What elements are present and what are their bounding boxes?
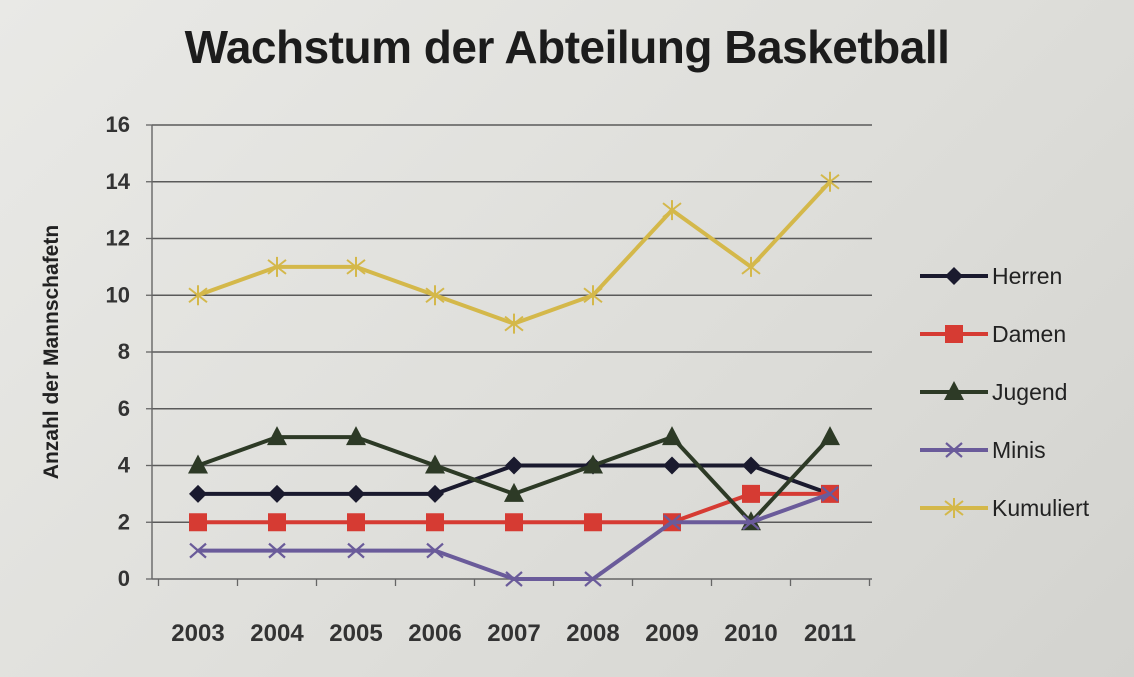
data-point bbox=[742, 514, 760, 531]
data-point bbox=[820, 426, 840, 446]
data-point-stroke bbox=[505, 571, 523, 587]
data-point bbox=[662, 426, 682, 446]
data-point bbox=[663, 514, 681, 531]
data-point bbox=[820, 171, 840, 192]
y-tick-label: 10 bbox=[106, 282, 130, 307]
data-point bbox=[742, 456, 760, 475]
data-point-stroke bbox=[584, 571, 602, 587]
x-tick-label: 2006 bbox=[408, 620, 461, 647]
legend-label: Jugend bbox=[992, 379, 1067, 405]
data-point bbox=[663, 456, 681, 475]
data-point bbox=[425, 454, 445, 474]
data-point bbox=[268, 484, 286, 503]
data-point-stroke bbox=[821, 486, 839, 502]
data-point bbox=[188, 285, 208, 306]
data-point bbox=[583, 285, 603, 306]
data-point-stroke bbox=[268, 542, 286, 559]
legend-item-kumuliert: Kumuliert bbox=[920, 495, 1090, 521]
data-point bbox=[945, 325, 963, 343]
data-point bbox=[347, 542, 365, 559]
data-point bbox=[583, 454, 603, 474]
data-point-stroke bbox=[426, 542, 444, 559]
x-tick-label: 2010 bbox=[724, 620, 777, 647]
data-point bbox=[426, 484, 444, 503]
chart-title: Wachstum der Abteilung Basketball bbox=[184, 21, 950, 73]
data-point-stroke bbox=[189, 542, 207, 559]
data-point bbox=[742, 484, 760, 503]
data-point bbox=[741, 256, 761, 277]
data-point bbox=[189, 542, 207, 559]
data-point bbox=[268, 513, 286, 532]
data-point bbox=[821, 486, 839, 502]
y-tick-label: 8 bbox=[118, 339, 130, 364]
x-tick-label: 2007 bbox=[487, 620, 540, 647]
data-point bbox=[945, 267, 963, 285]
y-tick-label: 14 bbox=[106, 169, 131, 194]
data-point bbox=[346, 256, 366, 277]
data-point bbox=[426, 513, 444, 532]
y-tick-label: 16 bbox=[106, 112, 130, 137]
data-point bbox=[189, 513, 207, 532]
data-point bbox=[945, 442, 963, 458]
data-point bbox=[662, 200, 682, 221]
data-point bbox=[505, 456, 523, 475]
data-point bbox=[426, 542, 444, 559]
y-tick-label: 12 bbox=[106, 226, 130, 251]
data-point bbox=[347, 484, 365, 503]
data-point bbox=[188, 454, 208, 474]
y-tick-label: 4 bbox=[118, 453, 131, 478]
data-point bbox=[505, 513, 523, 532]
data-point bbox=[189, 484, 207, 503]
y-tick-labels: 0 2 4 6 8 10 12 14 16 bbox=[106, 112, 131, 591]
legend: Herren Damen Jugend Minis Kumuliert bbox=[920, 263, 1090, 521]
data-point bbox=[584, 571, 602, 587]
legend-label: Herren bbox=[992, 263, 1062, 289]
legend-item-damen: Damen bbox=[920, 321, 1066, 347]
data-point-stroke bbox=[742, 514, 760, 531]
data-point bbox=[268, 542, 286, 559]
data-point bbox=[504, 482, 524, 502]
legend-item-herren: Herren bbox=[920, 263, 1062, 289]
x-tick-label: 2003 bbox=[171, 620, 224, 647]
y-tick-label: 6 bbox=[118, 396, 130, 421]
legend-item-minis: Minis bbox=[920, 437, 1046, 463]
data-point bbox=[944, 381, 964, 400]
data-point bbox=[346, 426, 366, 446]
x-tick-label: 2004 bbox=[250, 620, 304, 647]
series-line bbox=[197, 435, 832, 525]
legend-item-jugend: Jugend bbox=[920, 379, 1067, 405]
y-tick-label: 0 bbox=[118, 566, 130, 591]
data-point bbox=[944, 498, 964, 518]
data-point-stroke bbox=[945, 442, 963, 458]
legend-label: Damen bbox=[992, 321, 1066, 347]
series-line bbox=[197, 180, 832, 326]
series-kumuliert bbox=[188, 171, 840, 334]
y-tick-label: 2 bbox=[118, 509, 130, 534]
data-point bbox=[267, 256, 287, 277]
legend-label: Minis bbox=[992, 437, 1046, 463]
series-lines bbox=[188, 171, 840, 587]
x-tick-label: 2009 bbox=[645, 620, 698, 647]
data-point bbox=[505, 571, 523, 587]
series-minis bbox=[189, 486, 839, 587]
data-point-stroke bbox=[347, 542, 365, 559]
data-point bbox=[347, 513, 365, 532]
x-tick-label: 2008 bbox=[566, 620, 619, 647]
data-point-stroke bbox=[663, 514, 681, 531]
legend-label: Kumuliert bbox=[992, 495, 1090, 521]
data-point bbox=[504, 313, 524, 334]
data-point bbox=[584, 513, 602, 532]
x-tick-label: 2005 bbox=[329, 620, 382, 647]
x-tick-labels: 2003 2004 2005 2006 2007 2008 2009 2010 2011 bbox=[171, 620, 856, 647]
x-tick-label: 2011 bbox=[804, 620, 856, 647]
data-point bbox=[425, 285, 445, 306]
data-point bbox=[267, 426, 287, 446]
